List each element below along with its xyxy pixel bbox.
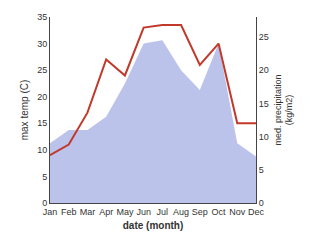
svg-text:May: May <box>116 207 134 217</box>
svg-text:10: 10 <box>37 145 47 155</box>
svg-text:Feb: Feb <box>61 207 77 217</box>
svg-text:20: 20 <box>37 92 47 102</box>
svg-text:Dec: Dec <box>248 207 265 217</box>
svg-text:10: 10 <box>259 132 269 142</box>
svg-text:Mar: Mar <box>80 207 96 217</box>
svg-text:25: 25 <box>259 32 269 42</box>
svg-text:5: 5 <box>42 172 47 182</box>
svg-text:Nov: Nov <box>229 207 246 217</box>
svg-text:25: 25 <box>37 65 47 75</box>
svg-text:Oct: Oct <box>212 207 227 217</box>
svg-text:20: 20 <box>259 65 269 75</box>
svg-text:15: 15 <box>259 99 269 109</box>
svg-text:35: 35 <box>37 12 47 22</box>
svg-text:Aug: Aug <box>173 207 189 217</box>
svg-text:Jan: Jan <box>43 207 58 217</box>
svg-text:15: 15 <box>37 118 47 128</box>
svg-text:max temp (C): max temp (C) <box>19 80 30 141</box>
svg-text:0: 0 <box>259 198 264 208</box>
svg-text:date (month): date (month) <box>123 220 184 231</box>
svg-text:Sep: Sep <box>192 207 208 217</box>
svg-text:30: 30 <box>37 39 47 49</box>
svg-text:med. precipitation(kg/m2): med. precipitation(kg/m2) <box>273 74 295 145</box>
svg-text:Jul: Jul <box>157 207 169 217</box>
svg-text:Jun: Jun <box>136 207 151 217</box>
svg-text:5: 5 <box>259 165 264 175</box>
svg-text:Apr: Apr <box>99 207 113 217</box>
svg-text:0: 0 <box>42 198 47 208</box>
